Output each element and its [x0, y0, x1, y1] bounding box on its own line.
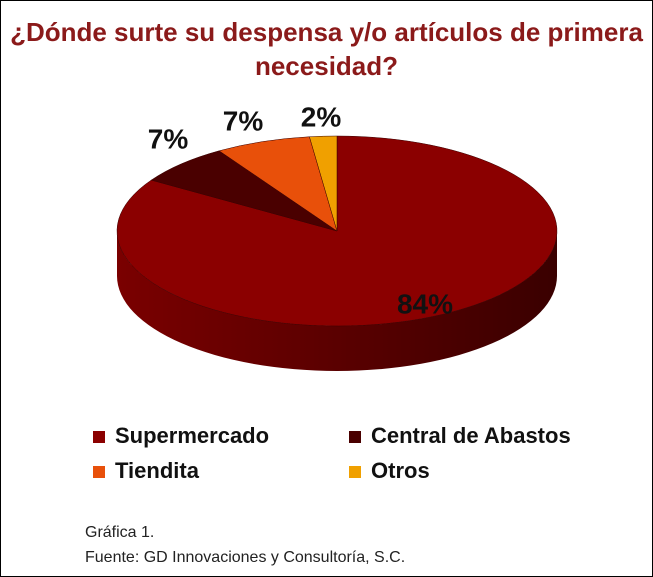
- data-label: 84%: [397, 288, 453, 319]
- data-label: 7%: [148, 123, 189, 154]
- legend-label: Supermercado: [115, 423, 269, 448]
- legend-label: Otros: [371, 458, 430, 483]
- legend-swatch: [93, 431, 105, 443]
- legend-swatch: [349, 431, 361, 443]
- pie-slice: [309, 135, 338, 232]
- data-label: 7%: [223, 105, 264, 136]
- figure-note: Gráfica 1.: [85, 524, 154, 541]
- pie-side: [117, 231, 557, 371]
- legend-swatch: [93, 466, 105, 478]
- chart-title: ¿Dónde surte su despensa y/o artículos d…: [10, 17, 643, 81]
- legend-label: Central de Abastos: [371, 423, 571, 448]
- legend-label: Tiendita: [115, 458, 200, 483]
- legend-swatch: [349, 466, 361, 478]
- data-label: 2%: [301, 101, 342, 132]
- source-note: Fuente: GD Innovaciones y Consultoría, S…: [85, 549, 405, 566]
